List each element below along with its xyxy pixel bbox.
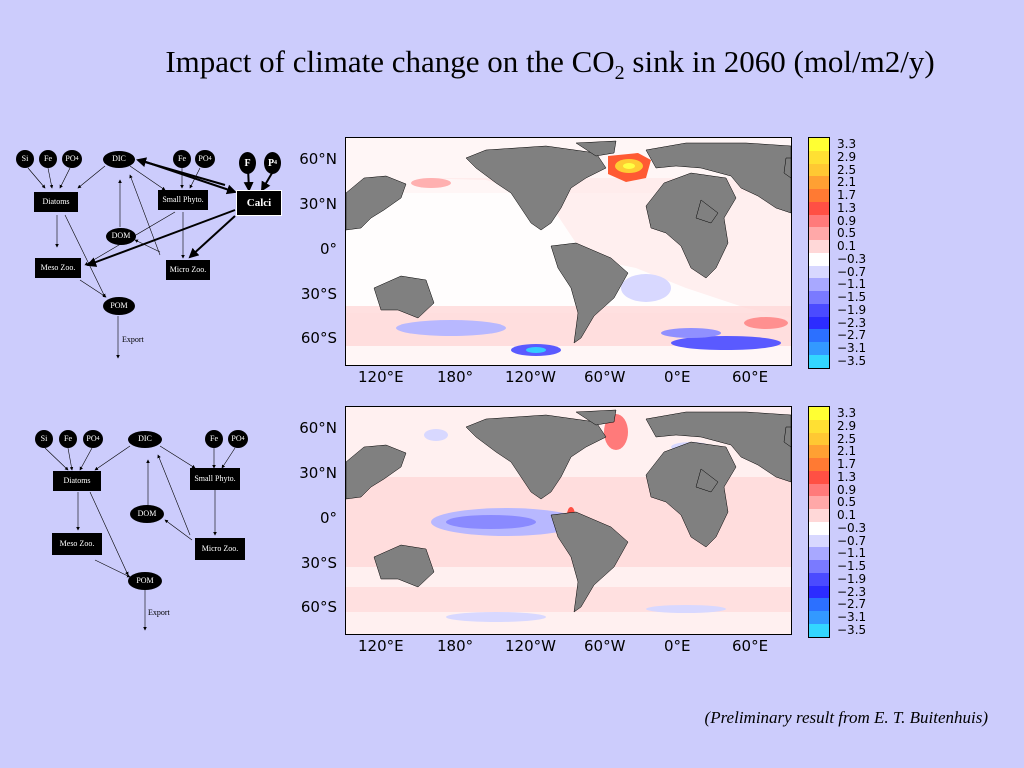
node-pom: POM bbox=[103, 297, 135, 315]
lon-label-120e-bottom: 120°E bbox=[358, 637, 404, 655]
lat-label-30n-bottom: 30°N bbox=[299, 464, 337, 482]
lon-label-60e-bottom: 60°E bbox=[732, 637, 769, 655]
node-fe-left: Fe bbox=[59, 430, 77, 448]
lat-label-30n-top: 30°N bbox=[299, 195, 337, 213]
node-calci-fe: F bbox=[239, 152, 256, 174]
lat-label-eq-top: 0° bbox=[319, 240, 337, 258]
ecosystem-diagram-with-calcifiers: Si Fe PO 4 DIC Fe PO 4 Diatoms Small Phyto… bbox=[0, 140, 290, 380]
lon-label-0e-top: 0°E bbox=[664, 368, 691, 386]
node-dom: DOM bbox=[106, 228, 136, 245]
node-fe-right: Fe bbox=[173, 150, 191, 168]
lat-label-60n-bottom: 60°N bbox=[299, 419, 337, 437]
lat-label-60n-top: 60°N bbox=[299, 150, 337, 168]
co2-sink-map-with-calcifiers bbox=[345, 137, 792, 366]
node-dic: DIC bbox=[128, 431, 162, 448]
colorbar-bottom bbox=[808, 406, 830, 638]
node-diatoms: Diatoms bbox=[34, 192, 78, 212]
colorbar-labels-top: 3.3 2.9 2.5 2.1 1.7 1.3 0.9 0.5 0.1 −0.3 −0.7 −1… bbox=[837, 137, 867, 369]
lon-label-60w-bottom: 60°W bbox=[584, 637, 626, 655]
node-po4-right: PO 4 bbox=[195, 150, 215, 168]
colorbar-labels-bottom: 3.3 2.9 2.5 2.1 1.7 1.3 0.9 0.5 0.1 −0.3 −0.7 −1… bbox=[837, 406, 867, 638]
node-calcifiers: Calci bbox=[236, 190, 282, 216]
node-diatoms: Diatoms bbox=[53, 471, 101, 491]
title-suffix: sink in 2060 (mol/m2/y) bbox=[624, 44, 935, 79]
lon-label-60w-top: 60°W bbox=[584, 368, 626, 386]
lat-label-60s-bottom: 60°S bbox=[300, 598, 337, 616]
node-po4-left: PO 4 bbox=[62, 150, 82, 168]
node-meso-zoo: Meso Zoo. bbox=[35, 258, 81, 278]
node-micro-zoo: Micro Zoo. bbox=[166, 260, 210, 280]
node-si: Si bbox=[16, 150, 34, 168]
node-pom: POM bbox=[128, 572, 162, 590]
ecosystem-diagram-baseline: Si Fe PO 4 DIC Fe PO 4 Diatoms Small Phyto… bbox=[0, 420, 290, 660]
co2-sink-map-baseline bbox=[345, 406, 792, 635]
lat-label-30s-bottom: 30°S bbox=[300, 554, 337, 572]
node-dom: DOM bbox=[130, 505, 164, 523]
lon-label-180-top: 180° bbox=[437, 368, 474, 386]
node-fe-right: Fe bbox=[205, 430, 223, 448]
node-micro-zoo: Micro Zoo. bbox=[195, 538, 245, 560]
node-po4-right: PO 4 bbox=[228, 430, 248, 448]
node-po4-left: PO 4 bbox=[83, 430, 103, 448]
node-dic: DIC bbox=[103, 151, 135, 168]
lon-label-120e-top: 120°E bbox=[358, 368, 404, 386]
diagram-arrows bbox=[27, 157, 276, 359]
title-subscript: 2 bbox=[614, 62, 625, 85]
world-map bbox=[346, 138, 791, 365]
export-label: Export bbox=[122, 335, 144, 344]
diagram-arrows bbox=[44, 445, 236, 631]
lon-label-0e-bottom: 0°E bbox=[664, 637, 691, 655]
title-prefix: Impact of climate change on the CO bbox=[165, 44, 615, 79]
slide-title: Impact of climate change on the CO2 sink… bbox=[0, 44, 1024, 85]
export-label: Export bbox=[148, 608, 170, 617]
lat-label-eq-bottom: 0° bbox=[319, 509, 337, 527]
node-small-phyto: Small Phyto. bbox=[190, 468, 240, 490]
colorbar-top bbox=[808, 137, 830, 369]
lon-label-120w-top: 120°W bbox=[505, 368, 556, 386]
lon-label-120w-bottom: 120°W bbox=[505, 637, 556, 655]
lon-label-180-bottom: 180° bbox=[437, 637, 474, 655]
lat-label-30s-top: 30°S bbox=[300, 285, 337, 303]
credit-note: (Preliminary result from E. T. Buitenhui… bbox=[704, 708, 988, 727]
node-small-phyto: Small Phyto. bbox=[158, 190, 208, 210]
world-map bbox=[346, 407, 791, 634]
lat-label-60s-top: 60°S bbox=[300, 329, 337, 347]
lon-label-60e-top: 60°E bbox=[732, 368, 769, 386]
node-meso-zoo: Meso Zoo. bbox=[52, 533, 102, 555]
node-si: Si bbox=[35, 430, 53, 448]
node-fe-left: Fe bbox=[39, 150, 57, 168]
